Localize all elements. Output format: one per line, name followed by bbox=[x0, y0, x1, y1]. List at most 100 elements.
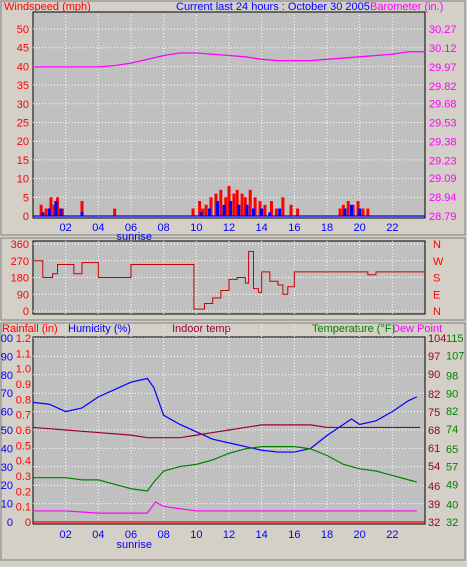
wind-x-tick-label: 18 bbox=[321, 222, 333, 234]
wind-gust-bar bbox=[258, 201, 262, 216]
wind-gust-bar bbox=[263, 204, 267, 216]
wind-gust-bar bbox=[356, 201, 360, 216]
wind-x-tick-label: 02 bbox=[60, 222, 72, 234]
wind-avg-bar bbox=[80, 212, 84, 216]
windspeed-tick-label: 10 bbox=[17, 174, 29, 186]
humidity-tick-label: 100 bbox=[0, 333, 13, 345]
humidity-tick-label: 30 bbox=[1, 462, 13, 474]
temperature-tick-label: 57 bbox=[446, 462, 458, 474]
climate-x-tick-label: 06 bbox=[125, 529, 137, 541]
wind-gust-bar bbox=[44, 208, 48, 216]
direction-tick-label: 180 bbox=[11, 273, 29, 285]
humidity-tick-label: 10 bbox=[1, 499, 13, 511]
wind-gust-bar bbox=[56, 197, 59, 216]
indoor-temp-tick-label: 97 bbox=[428, 351, 440, 363]
wind-x-tick-label: 12 bbox=[223, 222, 235, 234]
wind-avg-bar bbox=[245, 204, 249, 216]
wind-gust-bar bbox=[296, 208, 300, 216]
direction-line bbox=[33, 250, 425, 310]
indoor-temp-tick-label: 104 bbox=[428, 333, 446, 345]
wind-gust-bar bbox=[198, 201, 202, 216]
rainfall-tick-label: 0.3 bbox=[16, 471, 31, 483]
indoor-temp-line bbox=[32, 424, 421, 439]
rainfall-tick-label: 0.4 bbox=[16, 456, 31, 468]
climate-x-tick-label: 18 bbox=[321, 529, 333, 541]
climate-x-tick-label: 08 bbox=[158, 529, 170, 541]
wind-gust-bar bbox=[351, 204, 355, 216]
indoor-temp-tick-label: 32 bbox=[428, 517, 440, 529]
indoor-temp-tick-label: 54 bbox=[428, 461, 440, 473]
wind-gust-bar bbox=[227, 186, 231, 216]
wind-gust-bar bbox=[52, 204, 56, 216]
wind-gust-bar bbox=[346, 201, 350, 216]
temperature-tick-label: 65 bbox=[446, 444, 458, 456]
wind-gust-bar bbox=[191, 208, 195, 216]
climate-x-tick-label: 04 bbox=[92, 529, 104, 541]
chart-title: Current last 24 hours : October 30 2005 bbox=[176, 1, 370, 13]
temperature-tick-label: 115 bbox=[446, 333, 464, 345]
barometer-tick-label: 29.53 bbox=[429, 118, 457, 130]
wind-x-tick-label: 06 bbox=[125, 222, 137, 234]
indoor-temp-tick-label: 90 bbox=[428, 369, 440, 381]
wind-gust-bar bbox=[274, 208, 278, 216]
barometer-tick-label: 29.09 bbox=[429, 173, 457, 185]
compass-tick-label: E bbox=[433, 289, 440, 301]
indoor-temp-tick-label: 82 bbox=[428, 389, 440, 401]
indoor-temp-tick-label: 75 bbox=[428, 407, 440, 419]
wind-avg-bar bbox=[237, 204, 241, 216]
wind-avg-bar bbox=[268, 212, 272, 216]
wind-gust-bar bbox=[209, 197, 213, 216]
gridlines bbox=[33, 15, 425, 524]
climate-x-tick-label: 16 bbox=[288, 529, 300, 541]
wind-gust-bar bbox=[240, 193, 244, 216]
rainfall-tick-label: 0.9 bbox=[16, 379, 31, 391]
windspeed-tick-label: 0 bbox=[23, 211, 29, 223]
barometer-tick-label: 28.94 bbox=[429, 192, 457, 204]
climate-x-tick-label: 20 bbox=[354, 529, 366, 541]
rainfall-tick-label: 0.8 bbox=[16, 394, 31, 406]
wind-gust-bar bbox=[219, 189, 223, 216]
climate-x-tick-label: 22 bbox=[386, 529, 398, 541]
temperature-axis-title: Temperature (°F) bbox=[312, 323, 395, 335]
indoor-temp-axis-title: Indoor temp bbox=[172, 323, 231, 335]
wind-avg-bar bbox=[222, 204, 226, 216]
compass-tick-label: W bbox=[433, 256, 444, 268]
barometer-line bbox=[33, 51, 425, 68]
chart-marks bbox=[32, 51, 425, 523]
climate-x-tick-label: 14 bbox=[256, 529, 268, 541]
wind-avg-bar bbox=[216, 201, 220, 216]
wind-avg-bar bbox=[229, 201, 233, 216]
climate-x-tick-label: 02 bbox=[60, 529, 72, 541]
rainfall-tick-label: 0.1 bbox=[16, 502, 31, 514]
windspeed-tick-label: 25 bbox=[17, 118, 29, 130]
indoor-temp-tick-label: 68 bbox=[428, 425, 440, 437]
wind-avg-bar bbox=[54, 201, 58, 216]
wind-avg-bar bbox=[350, 204, 353, 216]
barometer-tick-label: 28.79 bbox=[429, 211, 457, 223]
wind-gust-bar bbox=[289, 204, 293, 216]
wind-gust-bar bbox=[366, 208, 370, 216]
temperature-tick-label: 90 bbox=[446, 388, 458, 400]
humidity-tick-label: 90 bbox=[1, 351, 13, 363]
temperature-tick-label: 74 bbox=[446, 424, 458, 436]
wind-avg-bar bbox=[358, 208, 362, 216]
wind-avg-bar bbox=[278, 208, 282, 216]
wind-x-tick-label: 08 bbox=[158, 222, 170, 234]
wind-gust-bar bbox=[243, 197, 247, 216]
sunrise-label: sunrise bbox=[117, 231, 152, 243]
rainfall-axis-title: Rainfall (in) bbox=[2, 323, 58, 335]
wind-avg-bar bbox=[47, 208, 51, 216]
temperature-tick-label: 107 bbox=[446, 351, 464, 363]
temperature-line bbox=[33, 446, 417, 492]
wind-avg-bar bbox=[199, 212, 203, 216]
barometer-tick-label: 29.23 bbox=[429, 155, 457, 167]
rainfall-tick-label: 0.5 bbox=[16, 440, 31, 452]
windspeed-tick-label: 30 bbox=[17, 99, 29, 111]
wind-avg-bar bbox=[59, 208, 63, 216]
rainfall-tick-label: 0.6 bbox=[16, 425, 31, 437]
windspeed-tick-label: 45 bbox=[17, 43, 29, 55]
wind-gust-bar bbox=[248, 189, 252, 216]
direction-tick-label: 90 bbox=[17, 289, 29, 301]
